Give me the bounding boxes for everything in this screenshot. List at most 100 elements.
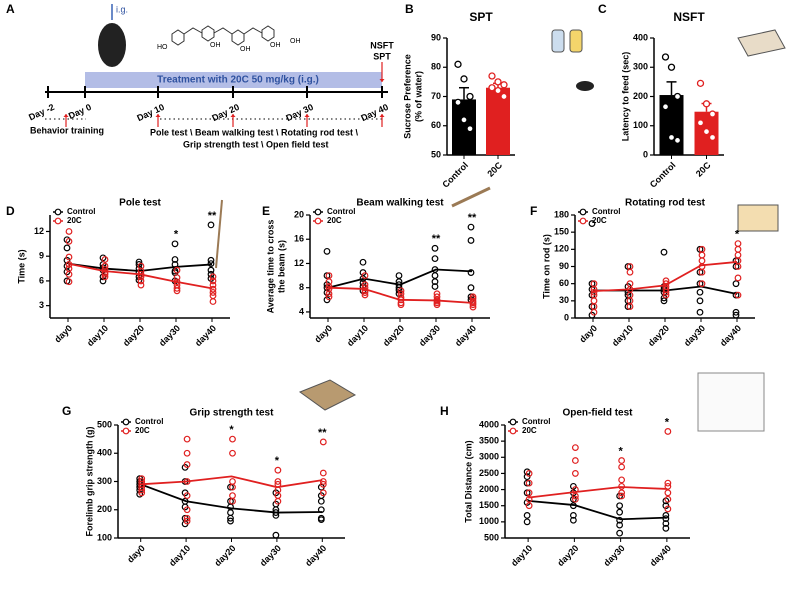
data-point [569,516,577,524]
legend-marker [54,217,62,225]
data-point [431,272,439,279]
data-point [467,223,475,231]
data-point [588,303,596,310]
data-point [673,92,682,101]
data-point [673,136,682,145]
data-point [467,237,475,244]
data-point [698,257,706,265]
significance-mark: * [735,229,740,241]
y-tick-label: 100 [633,120,648,130]
data-point [618,492,626,500]
legend-label: 20C [67,216,82,225]
data-point [571,444,579,452]
data-point [571,470,579,477]
data-point [431,255,439,263]
data-point [274,478,282,485]
x-tick-label: day10 [345,323,370,348]
data-point [274,497,282,505]
training-label: Behavior training [30,125,104,135]
data-point [209,281,217,289]
data-point [454,98,462,106]
treatment-bar [85,72,382,88]
data-point [65,278,73,286]
y-tick-label: 6 [39,275,44,285]
data-point [616,529,624,537]
significance-mark: ** [208,210,217,222]
y-tick-label: 90 [431,32,441,42]
x-tick-label: day30 [258,543,283,568]
x-tick-label: 20C [694,160,713,179]
legend-marker [314,208,322,216]
data-point [207,256,215,264]
data-point [624,263,632,270]
y-tick-label: 12 [294,258,304,268]
y-tick-label: 500 [484,532,499,542]
y-tick-label: 70 [431,91,441,101]
legend-label: 20C [592,216,607,225]
data-point [173,284,181,292]
data-point [137,277,145,285]
data-point [732,263,740,270]
data-point [171,240,179,248]
data-point [325,293,333,301]
data-point [209,285,217,293]
data-point [229,435,236,443]
data-point [227,483,234,491]
data-point [525,495,533,503]
y-tick-label: 9 [39,251,44,261]
data-point [454,60,462,68]
series-line [140,483,323,514]
data-point [664,505,672,513]
y-tick-label: 16 [294,234,304,244]
data-point [469,303,477,311]
data-point [466,92,474,101]
data-point [571,457,579,464]
data-point [500,92,508,101]
data-point [664,428,672,435]
legend-label: Control [522,417,550,426]
data-point [734,240,742,248]
data-point [732,308,740,316]
data-point [317,497,325,505]
data-point [696,268,704,276]
y-axis-label: Time (s) [16,249,26,283]
data-point [183,435,191,443]
data-point [101,262,109,270]
significance-mark: * [665,416,670,428]
data-point [661,103,670,111]
x-tick-label: day20 [212,543,237,568]
y-tick-label: 90 [559,261,569,271]
data-point [662,524,670,532]
y-tick-label: 3500 [479,436,499,446]
arrow-head [304,114,310,117]
y-tick-label: 20 [294,209,304,219]
y-tick-label: 8 [299,282,304,292]
data-point [467,269,475,276]
legend-marker [314,217,322,225]
day-label: Day 0 [67,102,93,121]
structure-icon [171,25,275,46]
x-tick-label: day30 [602,543,627,568]
x-tick-label: day20 [121,323,146,348]
y-tick-label: 4 [299,306,304,316]
data-point [229,497,236,505]
data-point [708,133,717,142]
data-point [500,81,508,89]
data-point [319,438,327,446]
y-tick-label: 50 [431,149,441,159]
data-point [137,281,145,289]
data-point [469,301,477,309]
data-point [525,502,533,510]
legend-marker [509,418,517,426]
data-point [664,495,672,503]
data-point [460,116,468,124]
data-point [171,256,179,263]
data-point [734,245,742,253]
legend-label: 20C [327,216,342,225]
chart-title: Pole test [119,198,161,209]
series-line [67,262,213,290]
data-point [667,63,676,71]
x-tick-label: day10 [167,543,192,568]
y-tick-label: 2000 [479,484,499,494]
y-axis-label: the beam (s) [276,240,286,293]
